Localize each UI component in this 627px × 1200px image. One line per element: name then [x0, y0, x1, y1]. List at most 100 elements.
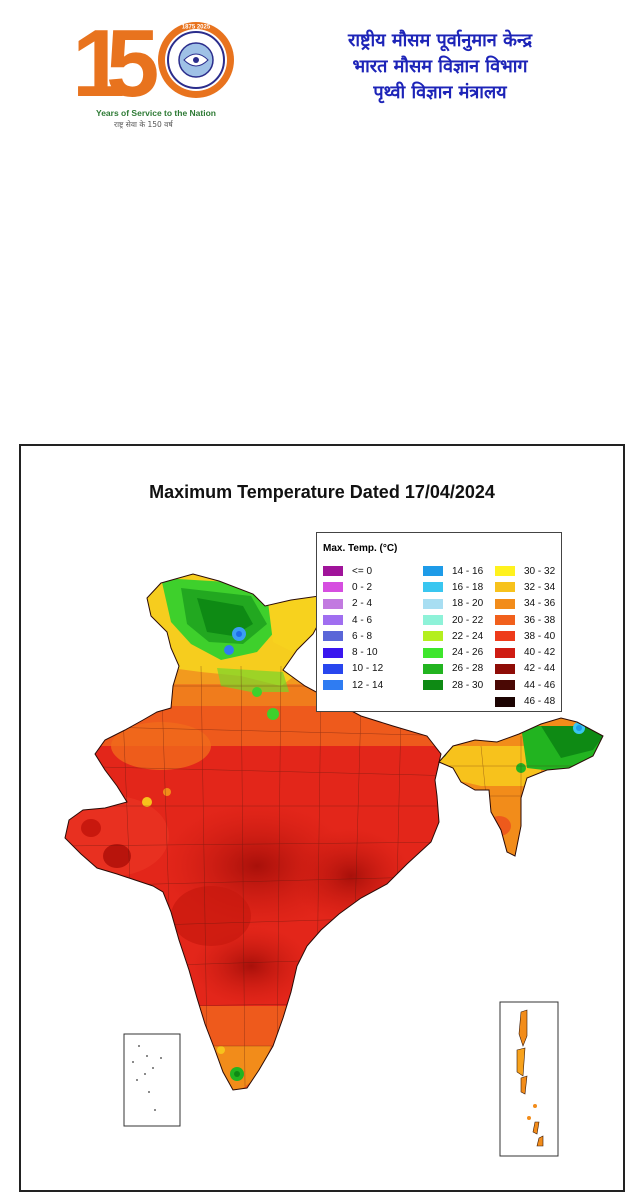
legend-item: 20 - 22	[423, 612, 495, 628]
legend-empty-cell	[423, 693, 495, 709]
legend-label: 8 - 10	[352, 647, 378, 659]
legend-swatch	[323, 615, 343, 626]
legend-swatch	[323, 647, 343, 658]
andaman-inset	[499, 1001, 559, 1157]
legend-item: 28 - 30	[423, 677, 495, 693]
legend-label: 14 - 16	[452, 565, 484, 577]
temperature-legend: Max. Temp. (°C) <= 0 14 - 16 30 - 32 0 - 2 1…	[316, 532, 562, 712]
legend-swatch	[323, 582, 343, 593]
legend-item: 12 - 14	[323, 677, 423, 693]
legend-item: 30 - 32	[495, 563, 565, 579]
legend-items: <= 0 14 - 16 30 - 32 0 - 2 16 - 18 32 - 34 2 -…	[323, 563, 565, 710]
legend-label: 26 - 28	[452, 663, 484, 675]
legend-item: 4 - 6	[323, 612, 423, 628]
legend-empty-cell	[323, 693, 423, 709]
legend-label: 20 - 22	[452, 614, 484, 626]
legend-label: 28 - 30	[452, 679, 484, 691]
legend-item: 38 - 40	[495, 628, 565, 644]
logo-digit-one: 1	[72, 10, 126, 117]
legend-item: 22 - 24	[423, 628, 495, 644]
legend-swatch	[495, 615, 515, 626]
legend-swatch	[495, 631, 515, 642]
legend-swatch	[323, 631, 343, 642]
northeast-temperature-field	[439, 718, 603, 856]
legend-item: 0 - 2	[323, 579, 423, 595]
organization-header: राष्ट्रीय मौसम पूर्वानुमान केन्द्र भारत …	[270, 28, 610, 106]
legend-swatch	[423, 647, 443, 658]
legend-swatch	[323, 680, 343, 691]
legend-item: 40 - 42	[495, 644, 565, 660]
temperature-map-panel: Maximum Temperature Dated 17/04/2024	[19, 444, 625, 1192]
legend-swatch	[495, 582, 515, 593]
northeast-outline	[438, 717, 604, 857]
legend-swatch	[423, 582, 443, 593]
legend-label: 18 - 20	[452, 598, 484, 610]
legend-label: 24 - 26	[452, 647, 484, 659]
legend-label: 40 - 42	[524, 647, 556, 659]
legend-item: 2 - 4	[323, 596, 423, 612]
imd-150-logo: 1 5 1875 2025 Years of Service to the Na…	[70, 10, 240, 129]
mainland-outline	[64, 573, 442, 1091]
legend-label: 44 - 46	[524, 679, 556, 691]
legend-item: 10 - 12	[323, 661, 423, 677]
legend-label: 12 - 14	[352, 679, 384, 691]
legend-swatch	[495, 566, 515, 577]
legend-item: 8 - 10	[323, 644, 423, 660]
legend-swatch	[423, 598, 443, 609]
legend-label: 4 - 6	[352, 614, 373, 626]
legend-label: 38 - 40	[524, 630, 556, 642]
legend-label: 22 - 24	[452, 630, 484, 642]
org-line-imd: भारत मौसम विज्ञान विभाग	[352, 56, 528, 77]
legend-swatch	[495, 663, 515, 674]
legend-label: 16 - 18	[452, 581, 484, 593]
lakshadweep-islands	[132, 1045, 162, 1111]
legend-swatch	[323, 566, 343, 577]
legend-label: 32 - 34	[524, 581, 556, 593]
logo-tagline-hindi: राष्ट्र सेवा के 150 वर्ष	[114, 120, 173, 129]
legend-item: 44 - 46	[495, 677, 565, 693]
legend-label: 10 - 12	[352, 663, 384, 675]
legend-label: 36 - 38	[524, 614, 556, 626]
legend-item: 42 - 44	[495, 661, 565, 677]
legend-item: 6 - 8	[323, 628, 423, 644]
imd-seal-icon: 1875 2025	[158, 22, 234, 98]
legend-item: 14 - 16	[423, 563, 495, 579]
legend-item: <= 0	[323, 563, 423, 579]
legend-label: 34 - 36	[524, 598, 556, 610]
legend-swatch	[423, 615, 443, 626]
legend-label: <= 0	[352, 565, 373, 577]
legend-swatch	[423, 566, 443, 577]
legend-item: 32 - 34	[495, 579, 565, 595]
legend-label: 46 - 48	[524, 696, 556, 708]
legend-item: 16 - 18	[423, 579, 495, 595]
legend-item: 46 - 48	[495, 693, 565, 709]
legend-swatch	[495, 696, 515, 707]
legend-label: 42 - 44	[524, 663, 556, 675]
legend-swatch	[323, 598, 343, 609]
legend-label: 2 - 4	[352, 598, 373, 610]
legend-swatch	[495, 680, 515, 691]
legend-label: 0 - 2	[352, 581, 373, 593]
legend-swatch	[423, 680, 443, 691]
logo-digit-five: 5	[106, 10, 160, 117]
legend-item: 24 - 26	[423, 644, 495, 660]
legend-swatch	[495, 598, 515, 609]
legend-item: 26 - 28	[423, 661, 495, 677]
legend-item: 36 - 38	[495, 612, 565, 628]
legend-title: Max. Temp. (°C)	[323, 543, 398, 554]
org-line-nwfc: राष्ट्रीय मौसम पूर्वानुमान केन्द्र	[347, 30, 533, 51]
legend-swatch	[423, 631, 443, 642]
legend-swatch	[495, 647, 515, 658]
legend-swatch	[323, 663, 343, 674]
legend-item: 34 - 36	[495, 596, 565, 612]
legend-swatch	[423, 663, 443, 674]
legend-item: 18 - 20	[423, 596, 495, 612]
map-title: Maximum Temperature Dated 17/04/2024	[149, 482, 495, 502]
org-line-moes: पृथ्वी विज्ञान मंत्रालय	[373, 82, 507, 103]
seal-years: 1875 2025	[182, 25, 211, 31]
legend-label: 6 - 8	[352, 630, 373, 642]
logo-tagline: Years of Service to the Nation	[96, 108, 216, 118]
lakshadweep-inset	[123, 1033, 181, 1127]
andaman-islands	[516, 1009, 544, 1147]
legend-label: 30 - 32	[524, 565, 556, 577]
